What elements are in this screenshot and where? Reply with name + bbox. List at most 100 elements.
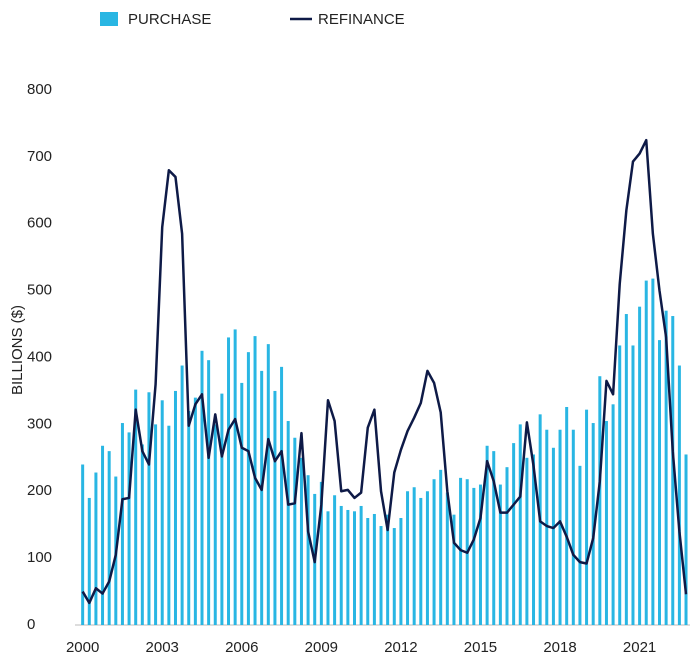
bar: [319, 481, 323, 625]
bar: [604, 421, 608, 625]
legend-label: PURCHASE: [128, 11, 211, 28]
bar: [87, 497, 91, 625]
x-tick-label: 2009: [305, 639, 338, 656]
bar: [512, 443, 516, 625]
bar: [94, 472, 98, 625]
bar: [306, 475, 310, 625]
bar: [406, 491, 410, 625]
x-tick-label: 2018: [543, 639, 576, 656]
bar: [392, 528, 396, 625]
bar: [260, 370, 264, 625]
bar: [273, 390, 277, 625]
bar: [551, 447, 555, 625]
bar: [558, 429, 562, 625]
bar: [658, 340, 661, 625]
bar: [585, 409, 589, 625]
y-tick-label: 600: [27, 215, 52, 232]
bar: [240, 382, 244, 625]
bar: [253, 336, 257, 625]
bar: [445, 492, 449, 625]
bar: [213, 424, 217, 625]
y-tick-label: 300: [27, 415, 52, 432]
y-tick-label: 500: [27, 282, 52, 299]
x-tick-label: 2021: [623, 639, 656, 656]
bar: [140, 444, 144, 625]
bar: [571, 429, 575, 625]
bar: [246, 352, 250, 625]
bar: [638, 306, 642, 625]
y-tick-label: 100: [27, 549, 52, 566]
bar: [472, 487, 476, 625]
bar: [399, 518, 403, 625]
bar: [518, 424, 522, 625]
bar: [200, 350, 204, 625]
bar: [372, 513, 376, 625]
bar: [193, 397, 197, 625]
bar: [591, 423, 595, 625]
bar: [386, 514, 390, 625]
bar: [127, 432, 131, 625]
bar: [505, 467, 509, 625]
bar: [154, 424, 158, 625]
bar: [286, 421, 290, 625]
bar: [644, 280, 648, 625]
bar: [346, 509, 350, 625]
bar: [631, 345, 635, 625]
bar: [611, 404, 615, 625]
bar: [339, 505, 343, 625]
bar: [266, 344, 270, 625]
bar: [293, 437, 297, 625]
bar: [220, 393, 224, 625]
bar: [498, 484, 502, 625]
bar: [147, 392, 151, 625]
x-tick-label: 2012: [384, 639, 417, 656]
x-tick-label: 2006: [225, 639, 258, 656]
bar: [107, 451, 111, 625]
bar: [81, 464, 85, 625]
bar: [227, 337, 231, 625]
bar: [545, 429, 549, 625]
bar: [532, 454, 536, 625]
bar: [299, 457, 303, 625]
bar: [485, 445, 489, 625]
bar: [353, 511, 356, 625]
legend-swatch: [100, 12, 118, 26]
x-tick-label: 2000: [66, 639, 99, 656]
bar: [651, 278, 655, 625]
x-tick-label: 2003: [146, 639, 179, 656]
bar: [684, 454, 688, 625]
bar: [478, 484, 482, 625]
bar: [492, 451, 496, 625]
y-tick-label: 800: [27, 81, 52, 98]
x-tick-label: 2015: [464, 639, 497, 656]
bar: [233, 329, 237, 625]
bar: [671, 316, 675, 625]
bar: [439, 469, 443, 625]
bar: [425, 491, 429, 625]
bar: [419, 497, 423, 625]
bar: [134, 389, 138, 625]
bar: [326, 511, 330, 625]
bar: [167, 425, 171, 625]
bar: [160, 400, 164, 625]
bar: [359, 505, 363, 625]
y-tick-label: 400: [27, 348, 52, 365]
bar: [578, 465, 582, 625]
bar: [452, 514, 456, 625]
y-axis-label: BILLIONS ($): [9, 305, 26, 395]
bar: [677, 365, 681, 625]
bar: [664, 310, 668, 625]
bar: [624, 314, 628, 625]
bar: [280, 366, 284, 625]
bar: [366, 518, 370, 625]
bar: [333, 495, 337, 625]
bar: [525, 457, 529, 625]
bar: [180, 365, 184, 625]
bar: [207, 360, 211, 625]
bar: [173, 390, 177, 625]
bar: [618, 345, 622, 625]
y-tick-label: 0: [27, 616, 35, 633]
bar: [120, 423, 124, 625]
y-tick-label: 700: [27, 148, 52, 165]
